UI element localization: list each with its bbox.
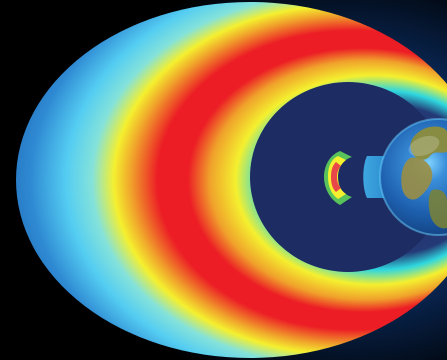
inner-radiation-belt: [324, 151, 352, 205]
earth-globe: [379, 118, 447, 236]
inner-cavity: [250, 82, 446, 272]
